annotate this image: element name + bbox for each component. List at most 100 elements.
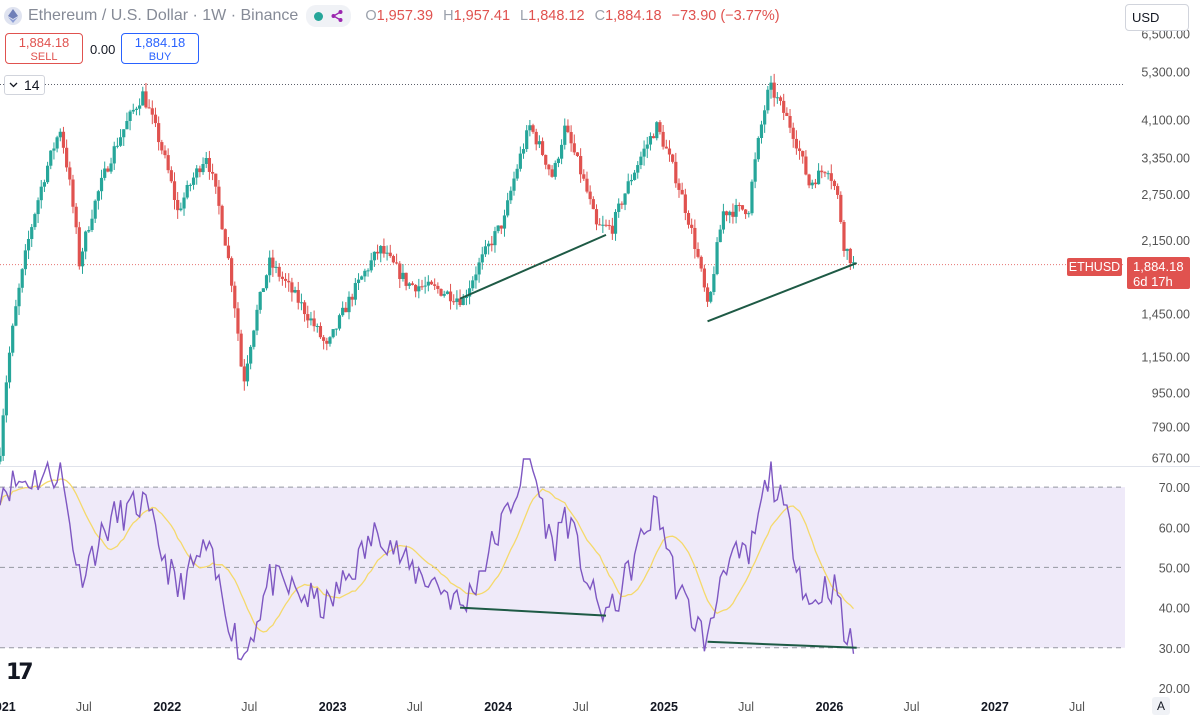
candle-body xyxy=(347,296,351,313)
candle-body xyxy=(109,163,113,172)
candle-body xyxy=(163,150,167,156)
candle-body xyxy=(528,125,532,131)
candle-body xyxy=(464,296,469,298)
indicator-length-toggle[interactable]: 14 xyxy=(4,75,45,95)
auto-scale-button[interactable]: A xyxy=(1152,697,1170,715)
candle-body xyxy=(645,144,649,149)
indicator-length: 14 xyxy=(24,77,40,93)
candle-body xyxy=(667,148,672,155)
buy-button[interactable]: 1,884.18 BUY xyxy=(121,33,199,64)
candle-body xyxy=(249,346,253,364)
candle-body xyxy=(55,137,59,149)
candle-body xyxy=(632,172,637,180)
candle-body xyxy=(693,227,697,249)
candle-body xyxy=(515,168,519,179)
candle-body xyxy=(823,172,827,174)
candle-body xyxy=(258,291,262,310)
tradingview-logo-icon[interactable]: 17 xyxy=(6,660,34,685)
candle-body xyxy=(772,82,776,98)
candle-body xyxy=(750,181,754,214)
candle-body xyxy=(566,125,570,133)
price-axis-label: 1,450.00 xyxy=(1141,307,1190,321)
candle-body xyxy=(33,214,37,228)
candle-body xyxy=(445,291,449,294)
candle-body xyxy=(683,194,687,214)
candle-body xyxy=(629,179,633,182)
candle-body xyxy=(322,337,326,341)
candle-body xyxy=(715,242,719,275)
currency-selector[interactable]: USD xyxy=(1125,4,1189,31)
candle-body xyxy=(794,138,798,149)
symbol-description[interactable]: Ethereum / U.S. Dollar · 1W · Binance xyxy=(28,7,299,24)
candle-body xyxy=(306,314,310,321)
candle-body xyxy=(598,224,602,226)
chart-header: Ethereum / U.S. Dollar · 1W · Binance O1… xyxy=(0,0,780,32)
candle-body xyxy=(252,330,256,347)
candle-body xyxy=(474,274,478,281)
candle-body xyxy=(233,285,237,309)
candle-body xyxy=(429,281,434,285)
candle-body xyxy=(626,181,630,194)
candle-body xyxy=(160,142,164,151)
last-price-tag: 1,884.18 6d 17h xyxy=(1127,257,1190,289)
candle-body xyxy=(521,149,526,154)
market-status-pill[interactable] xyxy=(306,5,352,27)
price-trendline-1 xyxy=(459,233,607,300)
candle-body xyxy=(226,245,231,259)
candle-body xyxy=(496,225,500,232)
price-axis-label: 670.00 xyxy=(1152,451,1190,465)
candle-body xyxy=(699,256,703,269)
candle-body xyxy=(274,266,278,268)
candle-body xyxy=(436,285,440,289)
candle-body xyxy=(607,225,611,227)
candle-body xyxy=(379,245,383,254)
candle-body xyxy=(23,250,27,270)
candle-body xyxy=(553,163,557,177)
candle-body xyxy=(280,276,284,279)
candle-body xyxy=(271,257,275,268)
candle-body xyxy=(350,296,354,300)
time-axis-label: Jul xyxy=(738,700,754,714)
candle-body xyxy=(433,284,437,286)
candle-body xyxy=(382,245,386,254)
candle-body xyxy=(601,224,605,226)
candle-body xyxy=(480,254,484,263)
candle-body xyxy=(483,246,488,255)
candle-body xyxy=(477,262,481,275)
candle-body xyxy=(84,231,88,252)
candle-body xyxy=(655,122,659,139)
time-axis-label: Jul xyxy=(904,700,920,714)
candle-body xyxy=(487,243,491,247)
candle-body xyxy=(842,221,846,251)
candle-body xyxy=(737,204,741,206)
sell-button[interactable]: 1,884.18 SELL xyxy=(5,33,83,64)
rsi-axis-label: 50.00 xyxy=(1159,561,1190,575)
candle-body xyxy=(293,290,297,293)
candle-body xyxy=(277,266,281,277)
ticker-label: ETHUSD xyxy=(1067,258,1122,276)
candle-body xyxy=(461,297,465,305)
candle-body xyxy=(198,168,202,173)
candle-body xyxy=(753,159,757,182)
candle-body xyxy=(179,208,183,211)
candle-body xyxy=(613,211,618,234)
candle-body xyxy=(620,203,624,205)
candle-body xyxy=(702,268,706,288)
candle-body xyxy=(788,115,792,128)
candle-body xyxy=(721,211,726,230)
time-axis-label: Jul xyxy=(76,700,92,714)
candles xyxy=(0,73,856,465)
candle-body xyxy=(502,215,507,229)
candle-body xyxy=(709,291,713,302)
candle-body xyxy=(778,97,783,101)
candle-body xyxy=(80,251,85,267)
candle-body xyxy=(623,193,627,205)
candle-body xyxy=(150,108,154,115)
candle-body xyxy=(204,157,208,165)
candle-body xyxy=(360,276,364,280)
candle-body xyxy=(182,197,186,209)
time-axis-label: Jul xyxy=(1069,700,1085,714)
candle-body xyxy=(220,205,224,230)
candle-body xyxy=(724,211,729,216)
